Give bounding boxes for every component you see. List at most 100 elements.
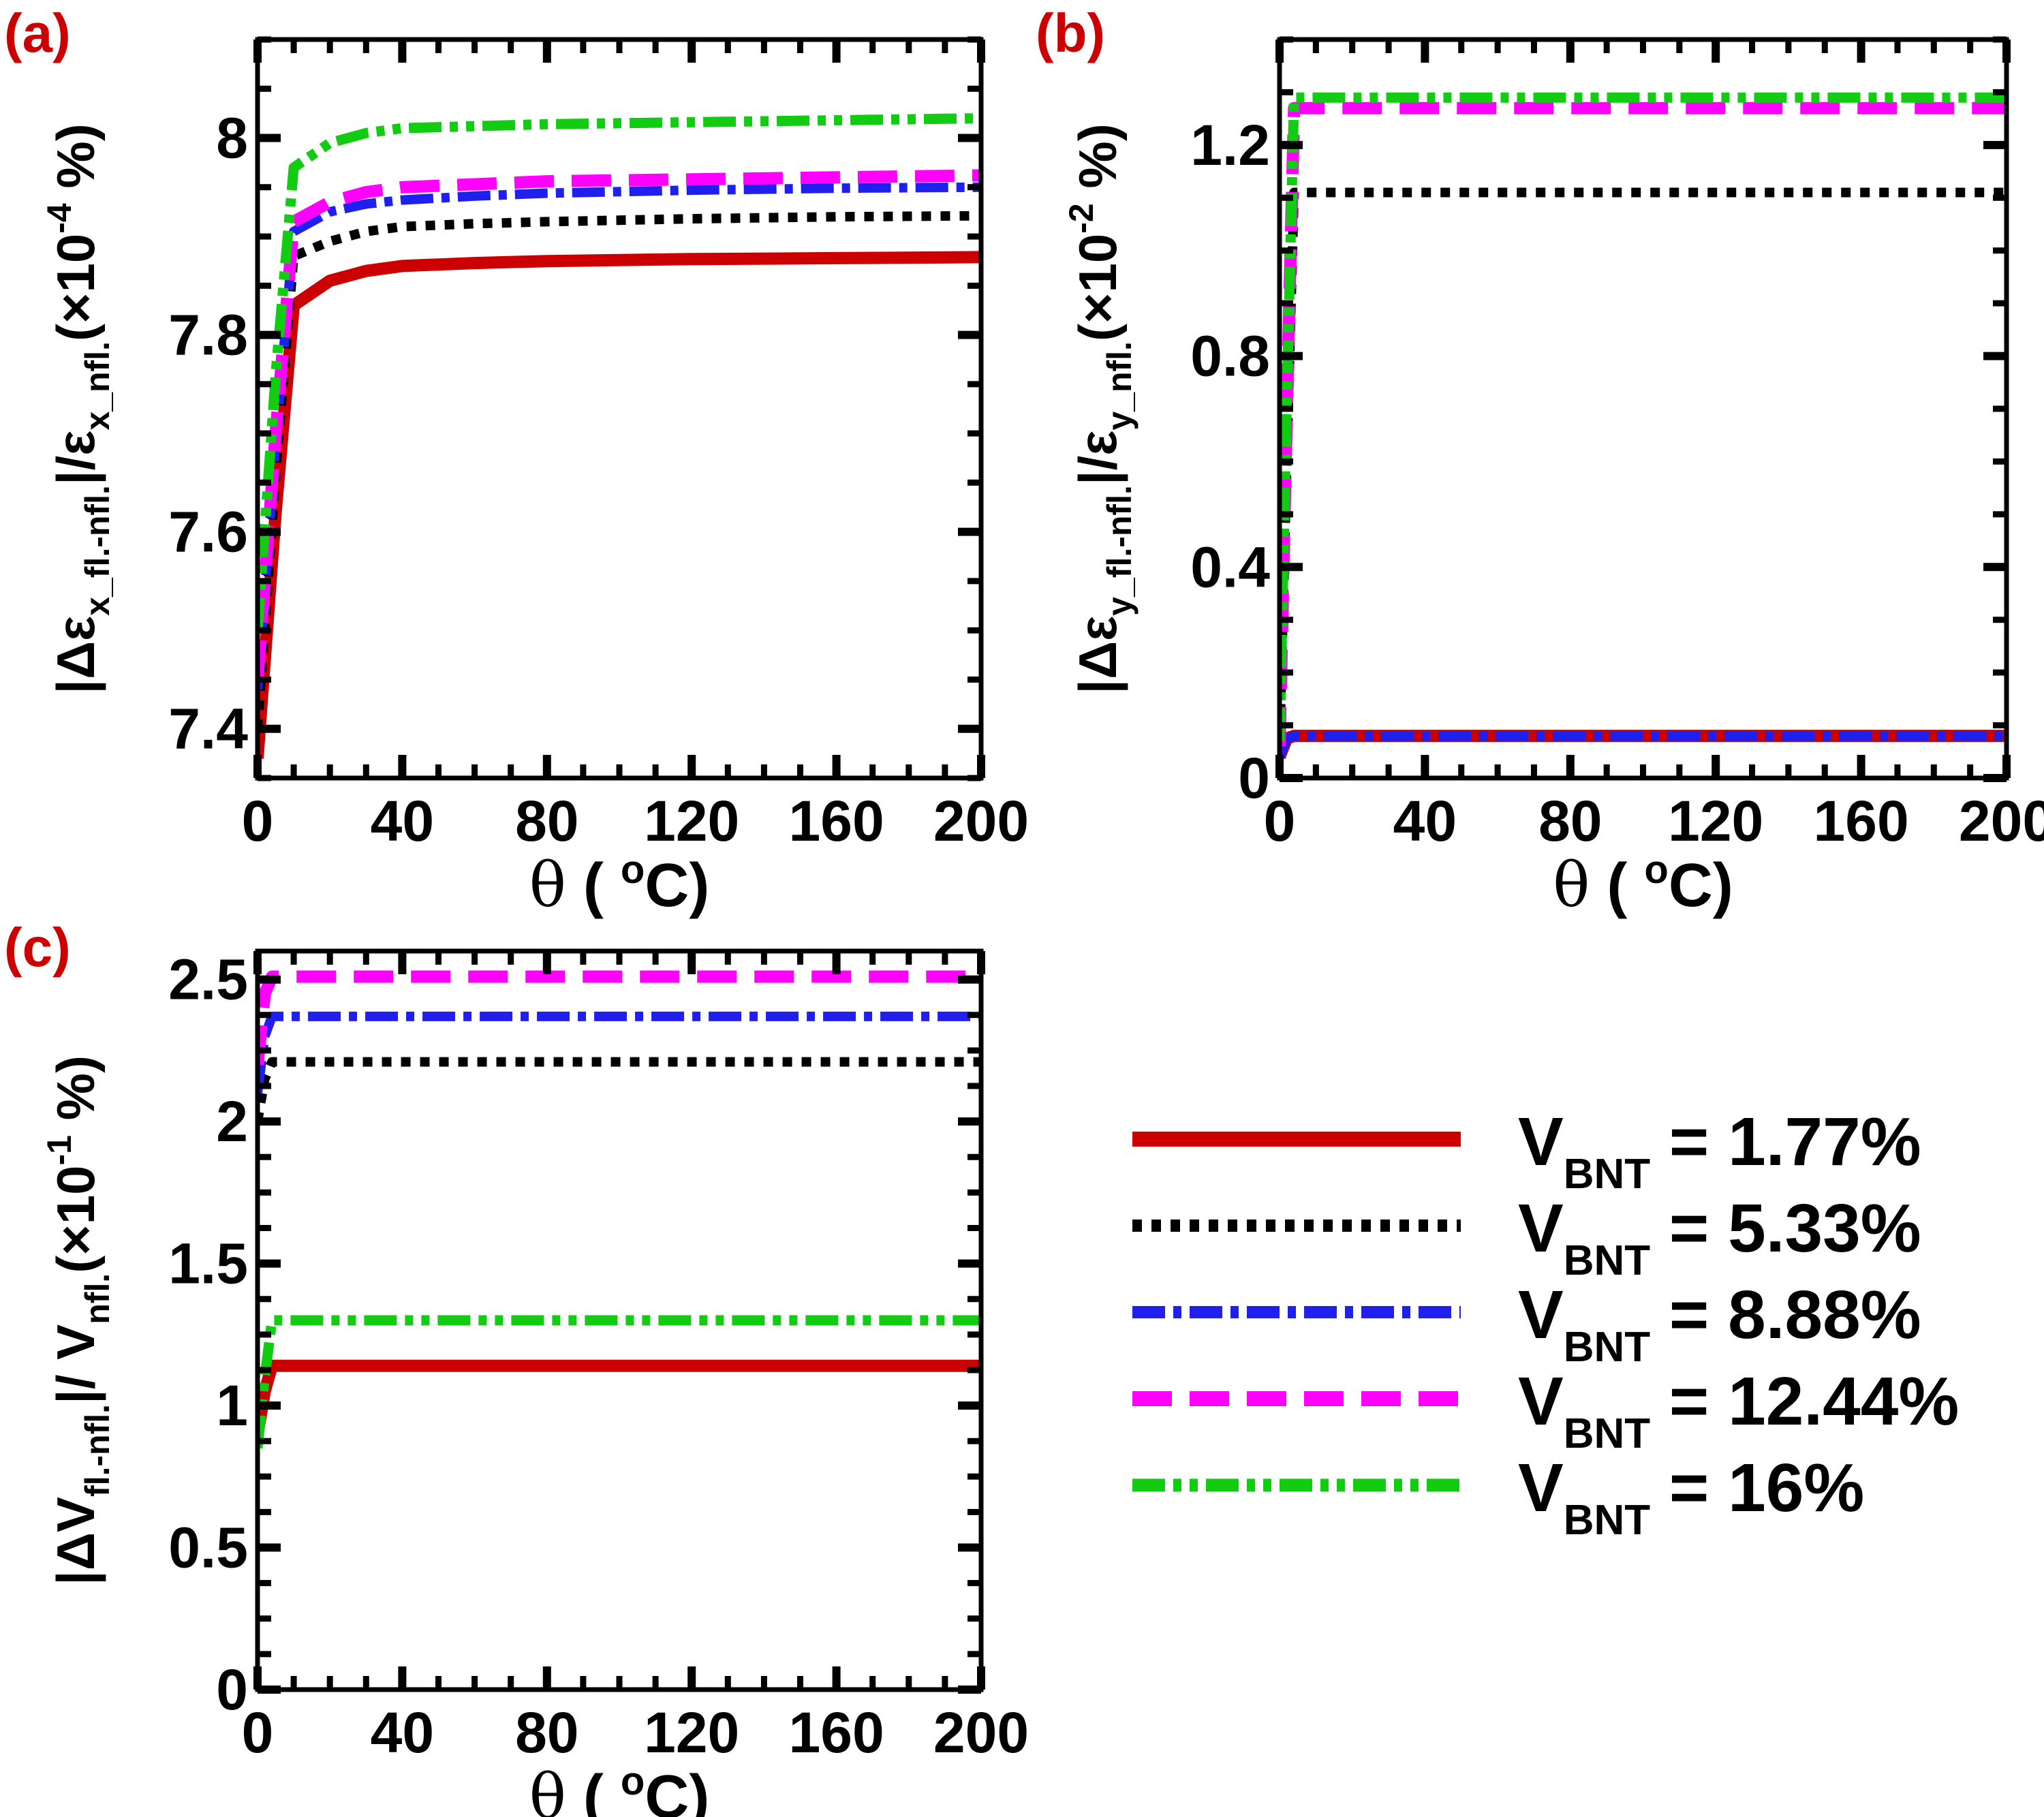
series-line-4 (1280, 102, 2007, 747)
label-part: BNT (1564, 1410, 1651, 1457)
label-part: ) (689, 1763, 709, 1817)
label-part: = 5.33% (1650, 1190, 1921, 1267)
x-tick-label: 120 (1668, 789, 1763, 853)
y-tick-label: 7.4 (168, 697, 248, 761)
label-part: ( (566, 852, 621, 920)
legend-item-5: VBNT = 16% (1132, 1450, 1864, 1544)
y-tick-label: 7.6 (168, 500, 248, 564)
label-part: θ (529, 1761, 566, 1817)
series-line-2 (258, 1057, 981, 1123)
x-tick-label: 40 (371, 789, 434, 853)
legend-label: VBNT = 12.44% (1518, 1363, 1959, 1457)
label-part: |/ε (1068, 431, 1128, 486)
x-tick-label: 0 (242, 1700, 274, 1765)
label-part: V (1518, 1190, 1564, 1267)
legend-label: VBNT = 5.33% (1518, 1190, 1921, 1284)
series-line-1 (258, 1359, 981, 1435)
label-part: ( (566, 1763, 621, 1817)
label-part: o (621, 1759, 645, 1803)
label-part: |ΔV (46, 1497, 106, 1585)
label-part: BNT (1564, 1324, 1651, 1371)
legend-item-1: VBNT = 1.77% (1132, 1104, 1921, 1198)
label-part: V (1518, 1450, 1564, 1526)
y-tick-label: 1 (216, 1373, 248, 1438)
label-part: = 12.44% (1650, 1363, 1959, 1440)
series-line-4 (258, 169, 981, 681)
label-part: (×10 (1068, 234, 1128, 341)
label-part: o (1644, 848, 1668, 892)
label-part: θ (1553, 850, 1590, 921)
panel-label: (a) (4, 3, 71, 63)
label-part: nfl. (78, 1273, 117, 1324)
label-part: -2 (1062, 203, 1100, 233)
y-tick-label: 0 (1238, 746, 1270, 810)
x-tick-label: 0 (242, 789, 274, 853)
label-part: y_nfl. (1100, 341, 1139, 431)
label-part: ) (689, 852, 709, 920)
label-part: -4 (40, 203, 78, 234)
x-tick-label: 80 (515, 789, 578, 853)
axes-frame (255, 37, 984, 781)
label-part: x_fl.-nfl. (78, 485, 117, 616)
y-axis-label: |Δεy_fl.-nfl.|/εy_nfl.(×10-2 %) (1062, 123, 1139, 694)
label-part: = 16% (1650, 1450, 1864, 1526)
y-tick-label: 2 (216, 1089, 248, 1153)
panel-label: (b) (1036, 3, 1105, 63)
legend-item-4: VBNT = 12.44% (1132, 1363, 1959, 1457)
series-line-5 (258, 1315, 981, 1449)
label-part: |/ε (46, 431, 106, 486)
y-tick-label: 0 (216, 1658, 248, 1722)
label-part: fl.-nfl. (78, 1404, 117, 1497)
y-axis-label: |Δεx_fl.-nfl.|/εx_nfl.(×10-4 %) (40, 123, 117, 694)
label-part: x_nfl. (78, 341, 117, 431)
x-tick-label: 40 (371, 1700, 434, 1765)
label-part: C (645, 1763, 689, 1817)
legend-item-3: VBNT = 8.88% (1132, 1277, 1921, 1371)
y-tick-label: 7.8 (168, 303, 248, 367)
y-tick-label: 0.8 (1190, 324, 1270, 388)
panel-a: 0 40 80 120 160 200 7.4 7.6 7.8 8 θ ( oC) |Δεx_fl.-… (4, 3, 1029, 921)
x-tick-label: 40 (1393, 789, 1457, 853)
label-part: BNT (1564, 1151, 1651, 1198)
panel-label: (c) (4, 917, 71, 978)
label-part: = 8.88% (1650, 1277, 1921, 1353)
panel-b: 0 40 80 120 160 200 0 0.4 0.8 1.2 θ ( oC) |Δεy_fl.-… (1036, 3, 2044, 921)
label-part: y_fl.-nfl. (1100, 485, 1139, 616)
series-line-5 (258, 113, 981, 631)
x-tick-label: 80 (515, 1700, 578, 1765)
y-tick-label: 2.5 (168, 948, 248, 1012)
y-tick-label: 8 (216, 106, 248, 170)
legend-item-2: VBNT = 5.33% (1132, 1190, 1921, 1284)
label-part: = 1.77% (1650, 1104, 1921, 1180)
label-part: -1 (40, 1135, 78, 1165)
series-line-1 (258, 251, 981, 759)
x-tick-label: 120 (644, 789, 739, 853)
label-part: BNT (1564, 1237, 1651, 1284)
x-tick-label: 160 (789, 789, 884, 853)
x-axis-label: θ ( oC) (1553, 848, 1733, 921)
label-part: ) (1713, 852, 1733, 920)
label-part: V (1518, 1363, 1564, 1440)
legend-label: VBNT = 16% (1518, 1450, 1864, 1544)
label-part: |Δε (46, 616, 106, 694)
series-line-2 (258, 211, 981, 730)
series-line-4 (258, 970, 981, 1066)
legend-label: VBNT = 8.88% (1518, 1277, 1921, 1371)
x-tick-label: 200 (933, 1700, 1029, 1765)
series-group (1280, 92, 2007, 760)
label-part: |/ V (46, 1324, 106, 1404)
series-group (258, 970, 981, 1449)
x-axis-label: θ ( oC) (529, 848, 710, 921)
label-part: o (621, 848, 645, 892)
label-part: θ (529, 850, 566, 921)
legend: VBNT = 1.77%VBNT = 5.33%VBNT = 8.88%VBNT… (1132, 1104, 1959, 1544)
label-part: BNT (1564, 1497, 1651, 1544)
x-tick-label: 160 (789, 1700, 884, 1765)
label-part: (×10 (46, 234, 106, 341)
label-part: %) (46, 123, 106, 203)
label-part: C (1669, 852, 1713, 920)
label-part: V (1518, 1104, 1564, 1180)
label-part: %) (46, 1055, 106, 1135)
